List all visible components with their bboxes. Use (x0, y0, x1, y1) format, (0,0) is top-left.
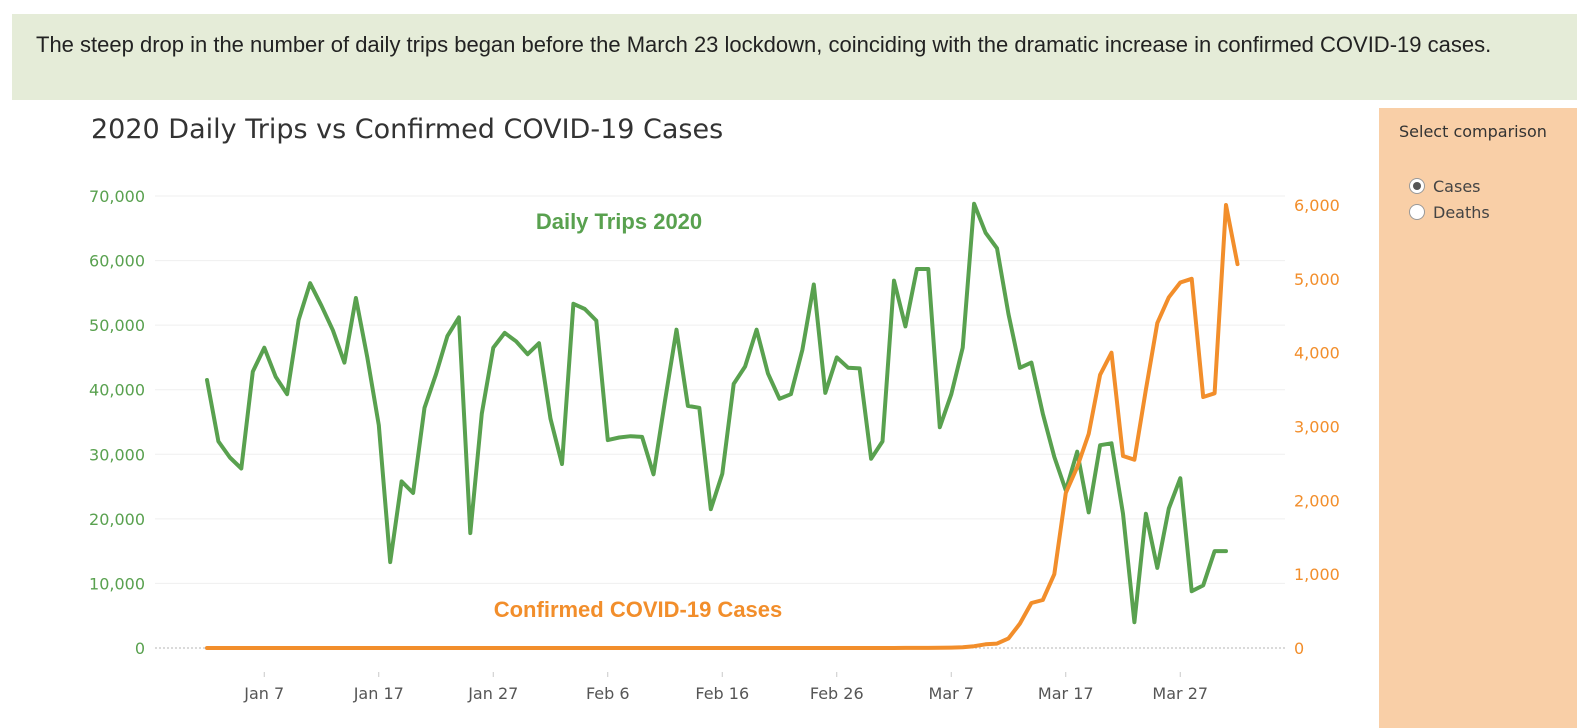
x-tick-label: Mar 17 (1038, 684, 1094, 703)
left-axis: 0 10,000 20,000 30,000 40,000 50,000 60,000 70,… (89, 187, 145, 658)
left-tick-label: 10,000 (89, 574, 145, 593)
filter-title: Select comparison (1399, 122, 1547, 141)
right-tick-label: 3,000 (1294, 418, 1340, 437)
right-tick-label: 6,000 (1294, 196, 1340, 215)
left-tick-label: 30,000 (89, 445, 145, 464)
radio-option-deaths[interactable]: Deaths (1409, 200, 1490, 224)
radio-option-cases[interactable]: Cases (1409, 174, 1481, 198)
x-tick-label: Jan 7 (243, 684, 284, 703)
radio-button-cases[interactable] (1409, 178, 1425, 194)
chart-area: 0 10,000 20,000 30,000 40,000 50,000 60,000 70,… (89, 187, 1340, 703)
left-tick-label: 0 (135, 639, 145, 658)
x-tick-label: Mar 27 (1152, 684, 1208, 703)
covid-cases-line (205, 203, 1240, 650)
x-tick-label: Feb 16 (695, 684, 749, 703)
x-tick-label: Feb 26 (810, 684, 864, 703)
x-tick-label: Jan 27 (467, 684, 518, 703)
x-tick-label: Feb 6 (586, 684, 630, 703)
radio-label-deaths: Deaths (1433, 202, 1490, 222)
left-tick-label: 50,000 (89, 316, 145, 335)
right-tick-label: 4,000 (1294, 344, 1340, 363)
comparison-filter-panel: Select comparison Cases Deaths (1379, 108, 1577, 728)
radio-button-deaths[interactable] (1409, 204, 1425, 220)
x-tick-label: Jan 17 (353, 684, 404, 703)
series-labels: Daily Trips 2020 Confirmed COVID-19 Cases (494, 209, 783, 622)
left-tick-label: 40,000 (89, 381, 145, 400)
radio-label-cases: Cases (1433, 176, 1481, 196)
daily-trips-line (205, 201, 1228, 625)
right-axis: 0 1,000 2,000 3,000 4,000 5,000 6,000 (1294, 196, 1340, 658)
right-tick-label: 5,000 (1294, 270, 1340, 289)
insight-caption: The steep drop in the number of daily tr… (12, 14, 1577, 100)
x-axis: Jan 7 Jan 17 Jan 27 Feb 6 Feb 16 Feb 26 Mar 7 M… (243, 672, 1208, 703)
x-tick-label: Mar 7 (929, 684, 974, 703)
covid-cases-label: Confirmed COVID-19 Cases (494, 597, 783, 622)
grid-lines (155, 195, 1285, 649)
right-tick-label: 0 (1294, 639, 1304, 658)
left-tick-label: 20,000 (89, 510, 145, 529)
series-layer (205, 201, 1240, 650)
right-tick-label: 1,000 (1294, 565, 1340, 584)
left-tick-label: 70,000 (89, 187, 145, 206)
left-tick-label: 60,000 (89, 252, 145, 271)
daily-trips-label: Daily Trips 2020 (536, 209, 702, 234)
chart-title: 2020 Daily Trips vs Confirmed COVID-19 C… (91, 114, 724, 145)
right-tick-label: 2,000 (1294, 491, 1340, 510)
